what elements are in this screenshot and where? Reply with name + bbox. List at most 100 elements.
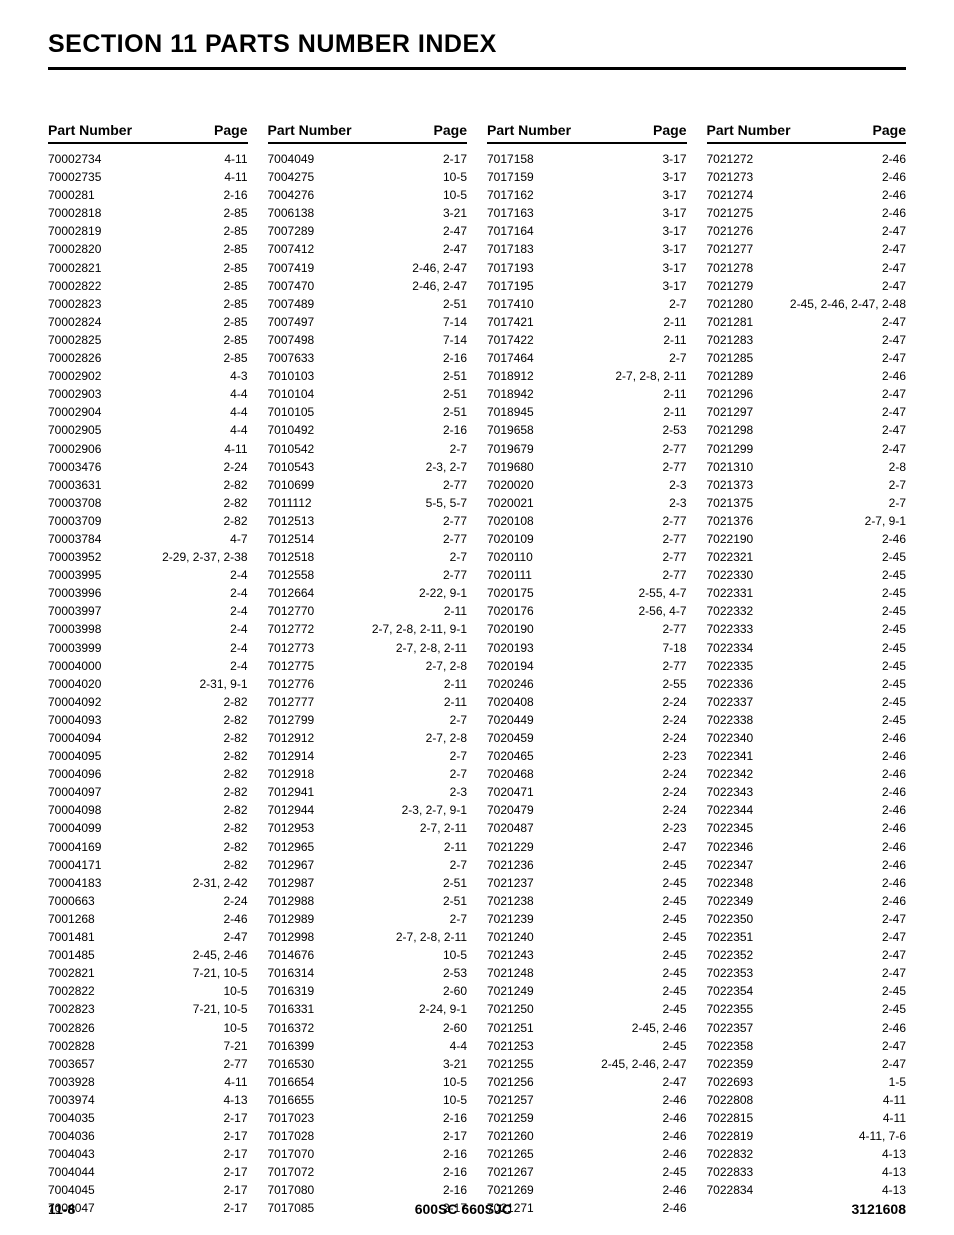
page-ref: 2-85: [223, 259, 247, 277]
index-entry: 70129882-51: [268, 892, 468, 910]
page-ref: 2-47: [662, 1073, 686, 1091]
part-number: 7022832: [707, 1145, 754, 1163]
page-ref: 2-77: [662, 566, 686, 584]
part-number: 7012941: [268, 783, 315, 801]
part-number: 70004099: [48, 819, 101, 837]
page-ref: 5-5, 5-7: [426, 494, 467, 512]
part-number: 70004094: [48, 729, 101, 747]
page-ref: 2-47: [882, 222, 906, 240]
page-ref: 2-47: [882, 440, 906, 458]
page-ref: 2-46: [882, 168, 906, 186]
index-entry: 700029024-3: [48, 367, 248, 385]
page-ref: 10-5: [223, 982, 247, 1000]
part-number: 7021253: [487, 1037, 534, 1055]
page-ref: 2-7, 2-11: [420, 819, 467, 837]
part-number: 7012987: [268, 874, 315, 892]
index-entry: 70014852-45, 2-46: [48, 946, 248, 964]
page-ref: 2-7: [450, 440, 467, 458]
index-entry: 70127722-7, 2-8, 2-11, 9-1: [268, 620, 468, 638]
part-number: 70003996: [48, 584, 101, 602]
page-ref: 10-5: [223, 1019, 247, 1037]
page-ref: 2-16: [443, 349, 467, 367]
index-entry: 70201942-77: [487, 657, 687, 675]
index-entry: 70212792-47: [707, 277, 907, 295]
part-number: 7016530: [268, 1055, 315, 1073]
page-ref: 2-4: [230, 657, 247, 675]
part-number: 7017080: [268, 1181, 315, 1199]
part-number: 7002828: [48, 1037, 95, 1055]
page-ref: 2-46: [882, 530, 906, 548]
page-ref: 10-5: [443, 1091, 467, 1109]
page-ref: 4-11, 7-6: [859, 1127, 906, 1145]
index-entry: 70223332-45: [707, 620, 907, 638]
page-ref: 2-46: [882, 801, 906, 819]
page-ref: 2-45: [662, 1163, 686, 1181]
page-ref: 3-17: [662, 259, 686, 277]
column-header-pn: Part Number: [268, 122, 352, 138]
part-number: 7001268: [48, 910, 95, 928]
part-number: 7022330: [707, 566, 754, 584]
index-entry: 70104922-16: [268, 421, 468, 439]
page-ref: 2-77: [662, 458, 686, 476]
page-ref: 2-45: [882, 602, 906, 620]
part-number: 7012773: [268, 639, 315, 657]
page-ref: 2-77: [223, 1055, 247, 1073]
page-ref: 2-47: [662, 838, 686, 856]
page-ref: 4-13: [882, 1163, 906, 1181]
part-number: 7016314: [268, 964, 315, 982]
page-ref: 2-24: [662, 765, 686, 783]
index-entry: 700041712-82: [48, 856, 248, 874]
page-ref: 2-45, 2-46: [632, 1019, 687, 1037]
index-entry: 700039962-4: [48, 584, 248, 602]
page-ref: 2-51: [443, 367, 467, 385]
index-entry: 70223312-45: [707, 584, 907, 602]
index-entry: 700029054-4: [48, 421, 248, 439]
index-entry: 70127992-7: [268, 711, 468, 729]
page-ref: 2-31, 2-42: [193, 874, 248, 892]
index-entry: 70223572-46: [707, 1019, 907, 1037]
page-ref: 2-24: [662, 783, 686, 801]
page-ref: 10-5: [443, 1073, 467, 1091]
page-ref: 2-24: [662, 711, 686, 729]
page-ref: 2-85: [223, 222, 247, 240]
index-entry: 70171833-17: [487, 240, 687, 258]
part-number: 7021239: [487, 910, 534, 928]
index-entry: 700034762-24: [48, 458, 248, 476]
index-entry: 70204682-24: [487, 765, 687, 783]
part-number: 7021255: [487, 1055, 534, 1073]
part-number: 7007498: [268, 331, 315, 349]
index-entry: 700282610-5: [48, 1019, 248, 1037]
page-ref: 2-45: [882, 657, 906, 675]
part-number: 7022358: [707, 1037, 754, 1055]
part-number: 7018912: [487, 367, 534, 385]
index-entry: 70127762-11: [268, 675, 468, 693]
part-number: 70004020: [48, 675, 101, 693]
part-number: 7012777: [268, 693, 315, 711]
part-number: 7021229: [487, 838, 534, 856]
index-entry: 70223302-45: [707, 566, 907, 584]
page-ref: 2-45: [882, 675, 906, 693]
page-ref: 2-45: [662, 874, 686, 892]
index-entry: 70212652-46: [487, 1145, 687, 1163]
page-ref: 2-55, 4-7: [638, 584, 686, 602]
page-ref: 2-23: [662, 747, 686, 765]
part-number: 70004097: [48, 783, 101, 801]
part-number: 7012772: [268, 620, 315, 638]
index-entry: 700427610-5: [268, 186, 468, 204]
index-entry: 70223322-45: [707, 602, 907, 620]
page-ref: 2-47: [882, 331, 906, 349]
page-ref: 2-11: [444, 602, 467, 620]
page-ref: 2-46: [882, 783, 906, 801]
column-header: Part NumberPage: [268, 122, 468, 144]
page-ref: 2-47: [882, 403, 906, 421]
part-number: 7021283: [707, 331, 754, 349]
part-number: 7022335: [707, 657, 754, 675]
part-number: 7012988: [268, 892, 315, 910]
footer-right: 3121608: [851, 1201, 906, 1217]
page-ref: 2-60: [443, 982, 467, 1000]
index-entry: 70028237-21, 10-5: [48, 1000, 248, 1018]
index-entry: 70223452-46: [707, 819, 907, 837]
part-number: 7021272: [707, 150, 754, 168]
part-number: 7021296: [707, 385, 754, 403]
index-entry: 70039284-11: [48, 1073, 248, 1091]
